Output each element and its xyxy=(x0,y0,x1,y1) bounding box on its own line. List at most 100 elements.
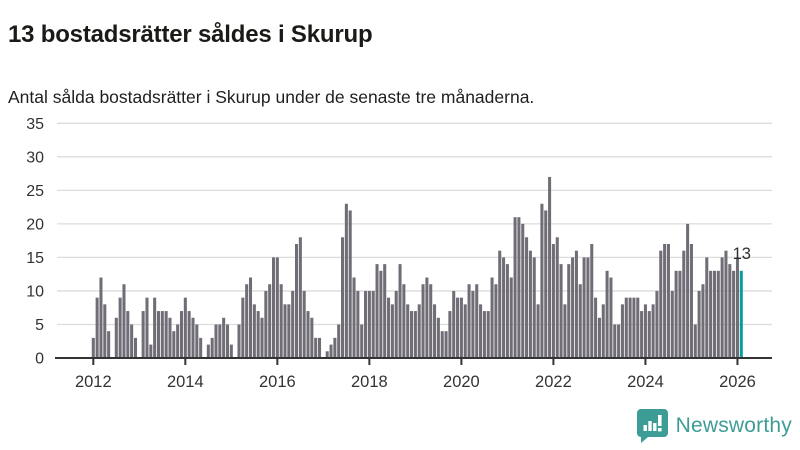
y-axis-tick-label: 10 xyxy=(26,283,44,300)
bar xyxy=(325,351,329,358)
x-axis-tick-label: 2018 xyxy=(351,373,388,391)
bar xyxy=(103,304,107,358)
bar xyxy=(421,284,425,358)
bar xyxy=(218,324,222,358)
bar xyxy=(551,244,555,358)
bar xyxy=(425,277,429,358)
bar xyxy=(248,277,253,358)
bar xyxy=(452,290,456,358)
bar xyxy=(544,210,548,358)
bar xyxy=(360,324,364,358)
bar xyxy=(720,257,724,358)
bar xyxy=(264,290,268,358)
bar xyxy=(597,317,601,358)
bar xyxy=(341,237,345,358)
bar xyxy=(517,217,521,358)
bar xyxy=(390,304,394,358)
bar xyxy=(298,237,302,358)
bar xyxy=(133,337,137,358)
bar xyxy=(210,337,214,358)
bar xyxy=(176,324,180,358)
bar xyxy=(536,304,540,358)
bar xyxy=(640,311,644,358)
bar xyxy=(402,284,406,358)
bar xyxy=(383,264,387,358)
x-axis-tick-label: 2014 xyxy=(167,373,204,391)
bar xyxy=(448,311,452,358)
newsworthy-logo: Newsworthy xyxy=(636,409,792,443)
bar xyxy=(525,237,529,358)
bar xyxy=(410,311,414,358)
bar xyxy=(636,297,640,358)
bar xyxy=(532,257,536,358)
bar xyxy=(701,284,705,358)
bar xyxy=(659,250,663,358)
bar xyxy=(528,250,532,358)
y-axis-tick-label: 20 xyxy=(26,216,44,233)
bar xyxy=(494,284,498,358)
bar xyxy=(314,337,318,358)
bar xyxy=(571,257,575,358)
highlighted-bar xyxy=(739,270,743,358)
bar xyxy=(471,290,475,358)
bar xyxy=(632,297,636,358)
bar xyxy=(482,311,486,358)
bar xyxy=(563,304,567,358)
bar xyxy=(502,257,506,358)
bar xyxy=(628,297,632,358)
y-axis-tick-label: 15 xyxy=(26,250,44,267)
bar xyxy=(559,264,563,358)
bar xyxy=(716,270,720,358)
bar xyxy=(302,290,306,358)
bar xyxy=(394,290,398,358)
bar xyxy=(229,344,233,358)
y-axis-tick-label: 30 xyxy=(26,149,44,166)
bar xyxy=(521,223,525,358)
bar xyxy=(260,317,264,358)
bar xyxy=(268,284,272,358)
bar xyxy=(456,297,460,358)
bar xyxy=(440,331,444,358)
bar xyxy=(643,304,647,358)
bar xyxy=(540,203,544,358)
bar xyxy=(670,290,674,358)
bar xyxy=(114,317,118,358)
bar xyxy=(283,304,287,358)
bar xyxy=(318,337,322,358)
bar xyxy=(367,290,371,358)
bar xyxy=(555,237,559,358)
bar xyxy=(505,264,509,358)
bar xyxy=(590,244,594,358)
bar xyxy=(697,290,701,358)
bar xyxy=(655,290,659,358)
bar xyxy=(172,331,176,358)
bar xyxy=(705,257,709,358)
bar-chart-speech-bubble-icon xyxy=(636,409,668,443)
bar xyxy=(678,270,682,358)
brand-name: Newsworthy xyxy=(675,414,792,437)
bar xyxy=(467,284,471,358)
bar xyxy=(352,277,356,358)
bar xyxy=(291,290,295,358)
bar xyxy=(375,264,379,358)
bar xyxy=(682,250,686,358)
bar xyxy=(122,284,126,358)
bar xyxy=(586,257,590,358)
bar xyxy=(271,257,276,358)
bar xyxy=(252,304,256,358)
y-axis-tick-label: 25 xyxy=(26,183,44,200)
x-axis-tick-label: 2022 xyxy=(535,373,572,391)
bar xyxy=(417,304,421,358)
bar xyxy=(222,317,226,358)
bar xyxy=(164,311,168,358)
bar xyxy=(95,297,99,358)
bar xyxy=(214,324,218,358)
bar xyxy=(674,270,678,358)
y-axis-tick-label: 0 xyxy=(35,351,44,368)
bar xyxy=(406,304,410,358)
bar xyxy=(413,311,417,358)
bar xyxy=(594,297,598,358)
bar xyxy=(712,270,716,358)
bar xyxy=(605,270,609,358)
